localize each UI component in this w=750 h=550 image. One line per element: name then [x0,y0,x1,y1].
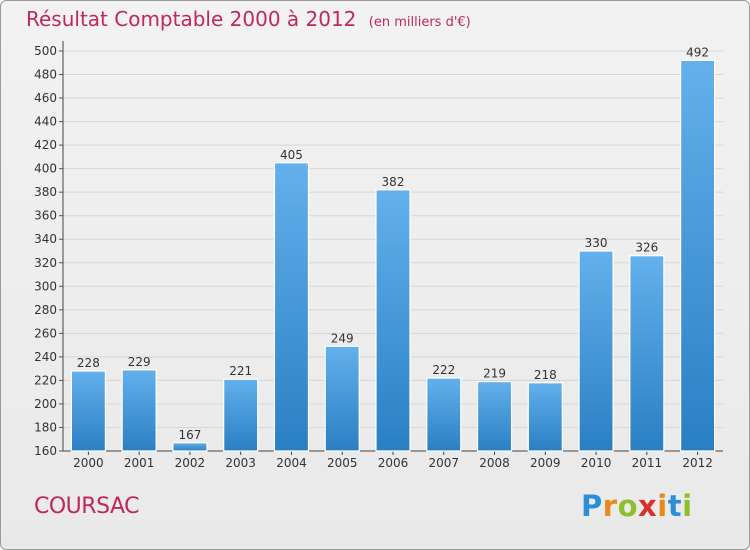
data-label: 330 [585,236,608,250]
x-tick-label: 2006 [378,456,409,470]
logo-letter: i [657,489,668,523]
data-label: 222 [432,363,455,377]
data-label: 229 [128,355,151,369]
x-tick-label: 2010 [581,456,612,470]
data-label: 221 [229,364,252,378]
bar-2001 [121,369,157,452]
data-labels: 228 229 167 221 405 249 382 222 219 218 330 326 492 [77,45,709,441]
x-tick-label: 2011 [632,456,663,470]
data-label: 228 [77,356,100,370]
x-tick-label: 2000 [73,456,104,470]
y-tick-label: 480 [34,68,57,82]
x-tick-label: 2003 [225,456,256,470]
x-tick-label: 2008 [479,456,510,470]
y-tick-label: 420 [34,138,57,152]
chart-title: Résultat Comptable 2000 à 2012 (en milli… [26,7,471,31]
x-tick-label: 2009 [530,456,561,470]
y-tick-label: 200 [34,397,57,411]
bar-2002 [172,442,208,452]
x-tick-label: 2001 [124,456,155,470]
bar-2005 [324,345,360,452]
bar-2011 [629,255,665,452]
x-tick-label: 2005 [327,456,358,470]
y-tick-label: 300 [34,279,57,293]
commune-name: COURSAC [34,494,139,519]
logo-letter: x [638,489,658,523]
y-tick-label: 180 [34,420,57,434]
bar-2009 [527,382,563,452]
y-tick-label: 460 [34,91,57,105]
x-tick-label: 2004 [276,456,307,470]
bars [70,59,716,452]
y-tick-label: 320 [34,256,57,270]
y-tick-label: 340 [34,232,57,246]
axes: 160 180 200 220 240 260 280 300 320 340 360 380 400 4… [34,41,723,470]
logo-letter: P [581,489,603,523]
y-tick-label: 440 [34,115,57,129]
data-label: 219 [483,367,506,381]
chart-subtitle: (en milliers d'€) [368,15,471,30]
y-tick-label: 260 [34,326,57,340]
data-label: 167 [178,428,201,442]
bar-2008 [476,380,513,452]
logo-letter: t [667,489,683,523]
logo-letter: r [602,489,618,523]
bar-2007 [426,377,462,452]
x-tick-label: 2002 [175,456,206,470]
bar-2010 [578,250,614,452]
data-label: 405 [280,148,303,162]
y-tick-label: 380 [34,185,57,199]
bar-2006 [375,189,411,452]
y-tick-label: 160 [34,444,57,458]
y-tick-label: 240 [34,350,57,364]
x-tick-label: 2012 [682,456,713,470]
logo-letter: o [617,489,639,523]
y-tick-label: 400 [34,162,57,176]
bar-2004 [273,162,310,452]
proxiti-logo: Proxiti [581,489,693,523]
y-tick-label: 500 [34,44,57,58]
x-tick-label: 2007 [428,456,459,470]
data-label: 382 [382,175,405,189]
logo-letter: i [682,489,693,523]
bar-2003 [223,378,259,452]
chart-title-text: Résultat Comptable 2000 à 2012 [26,7,357,31]
bar-2000 [70,370,106,452]
y-tick-label: 360 [34,209,57,223]
data-label: 492 [686,45,709,59]
data-label: 326 [635,241,658,255]
data-label: 218 [534,368,557,382]
y-tick-label: 220 [34,373,57,387]
bar-2012 [680,59,716,452]
y-tick-label: 280 [34,303,57,317]
data-label: 249 [331,331,354,345]
